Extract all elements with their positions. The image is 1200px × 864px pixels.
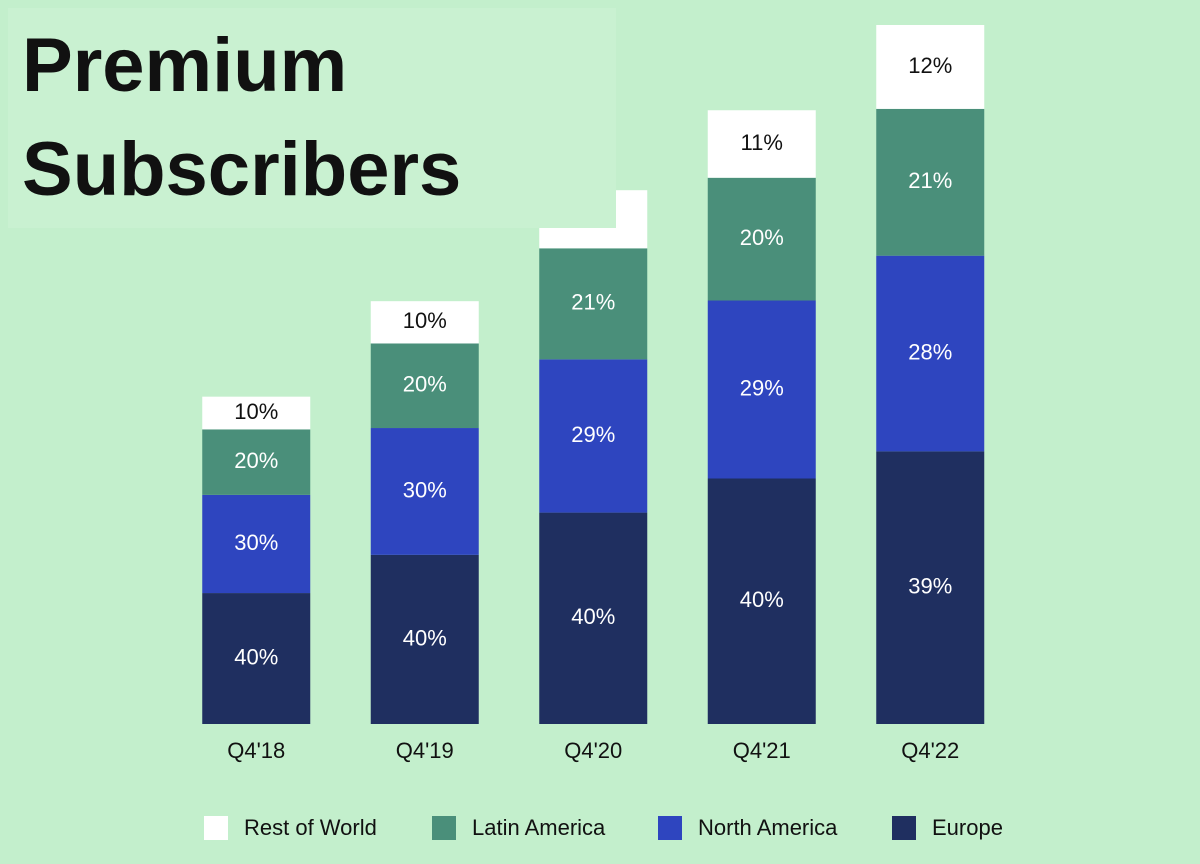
data-label: 20% bbox=[403, 372, 447, 397]
chart-title: Premium Subscribers bbox=[8, 8, 616, 228]
data-label: 40% bbox=[403, 625, 447, 650]
legend-swatch bbox=[892, 816, 916, 840]
bar-segment bbox=[539, 248, 648, 360]
data-label: 28% bbox=[908, 339, 952, 364]
data-label: 39% bbox=[908, 574, 952, 599]
bar-segment bbox=[370, 554, 479, 724]
bar-segment bbox=[876, 255, 985, 452]
legend-swatch bbox=[432, 816, 456, 840]
data-label: 20% bbox=[234, 448, 278, 473]
bar-segment bbox=[876, 451, 985, 724]
x-tick-label: Q4'20 bbox=[564, 738, 622, 763]
data-label: 30% bbox=[234, 530, 278, 555]
bar-segment bbox=[202, 593, 311, 724]
legend-label: Rest of World bbox=[244, 815, 377, 840]
bar-segment bbox=[707, 478, 816, 724]
legend-label: Europe bbox=[932, 815, 1003, 840]
x-tick-label: Q4'22 bbox=[901, 738, 959, 763]
data-label: 40% bbox=[234, 644, 278, 669]
data-label: 10% bbox=[403, 308, 447, 333]
data-label: 11% bbox=[741, 130, 783, 155]
bar-segment bbox=[539, 359, 648, 513]
x-tick-label: Q4'21 bbox=[733, 738, 791, 763]
bar-segment bbox=[370, 343, 479, 429]
x-tick-label: Q4'19 bbox=[396, 738, 454, 763]
x-tick-label: Q4'18 bbox=[227, 738, 285, 763]
bar-segment bbox=[370, 301, 479, 344]
data-label: 20% bbox=[740, 225, 784, 250]
data-label: 40% bbox=[571, 604, 615, 629]
bar-segment bbox=[539, 512, 648, 724]
data-label: 10% bbox=[234, 399, 278, 424]
bar-segment bbox=[707, 110, 816, 178]
data-label: 12% bbox=[908, 53, 952, 78]
legend-label: Latin America bbox=[472, 815, 606, 840]
data-label: 29% bbox=[571, 422, 615, 447]
bar-segment bbox=[202, 396, 311, 430]
bar-segment bbox=[202, 429, 311, 495]
bar-segment bbox=[202, 494, 311, 594]
bar-segment bbox=[876, 25, 985, 109]
data-label: 30% bbox=[403, 477, 447, 502]
data-label: 21% bbox=[908, 168, 952, 193]
legend-swatch bbox=[204, 816, 228, 840]
bar-segment bbox=[876, 108, 985, 256]
bar-segment bbox=[707, 177, 816, 301]
data-label: 40% bbox=[740, 587, 784, 612]
legend-label: North America bbox=[698, 815, 838, 840]
bar-segment bbox=[707, 300, 816, 479]
data-label: 29% bbox=[740, 375, 784, 400]
data-label: 21% bbox=[571, 290, 615, 315]
legend-swatch bbox=[658, 816, 682, 840]
bar-segment bbox=[370, 428, 479, 555]
